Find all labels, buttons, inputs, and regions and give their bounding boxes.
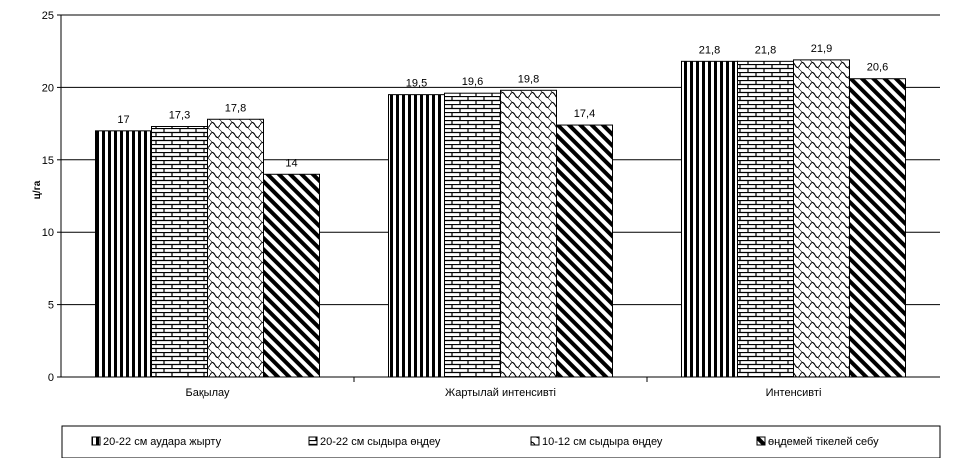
bar (151, 125, 208, 378)
data-label: 21,8 (755, 44, 776, 56)
bar (500, 89, 557, 378)
legend-entry: 20-22 см сыдыра өңдеу (320, 436, 441, 448)
data-label: 21,9 (811, 43, 832, 55)
data-label: 17 (117, 114, 129, 126)
legend-entry: өңдемей тікелей себу (768, 436, 879, 448)
data-label: 19,6 (462, 76, 483, 88)
data-label: 17,3 (169, 109, 190, 121)
bar (681, 60, 738, 378)
legend-swatch (756, 436, 766, 446)
y-tick-label: 0 (48, 372, 54, 384)
bar (388, 94, 445, 378)
y-tick-label: 5 (48, 300, 54, 312)
y-tick-label: 15 (42, 155, 54, 167)
x-tick-label: Интенсивті (766, 387, 822, 399)
data-label: 19,5 (406, 78, 427, 90)
y-tick-label: 20 (42, 82, 54, 94)
legend: 20-22 см аудара жырту 20-22 см сыдыра өңд… (61, 425, 941, 458)
legend-entry: 10-12 см сыдыра өңдеу (542, 436, 663, 448)
legend-entry: 20-22 см аудара жырту (103, 436, 222, 448)
data-labels: 17 17,3 17,8 14 19,5 19,6 19,8 17,4 21,8 21,8 21,9… (117, 43, 888, 169)
bars (95, 59, 906, 378)
legend-swatch (91, 436, 101, 446)
data-label: 17,8 (225, 102, 246, 114)
data-label: 19,8 (518, 73, 539, 85)
x-tick-label: Бақылау (186, 387, 230, 399)
bar (207, 118, 264, 378)
data-label: 14 (285, 157, 297, 169)
bar (95, 130, 152, 378)
bar (737, 60, 794, 378)
y-tick-label: 10 (42, 227, 54, 239)
data-label: 17,4 (574, 108, 595, 120)
bar (556, 124, 613, 378)
bar (263, 173, 320, 378)
legend-box (61, 425, 941, 458)
bar (444, 92, 501, 378)
bar (849, 78, 906, 378)
y-tick-label: 25 (42, 10, 54, 22)
bar (793, 59, 850, 378)
x-tick-label: Жартылай интенсивті (445, 387, 556, 399)
legend-swatch (308, 436, 318, 446)
legend-swatch (530, 436, 540, 446)
y-axis-label: ц/га (32, 180, 43, 199)
data-label: 21,8 (699, 44, 720, 56)
data-label: 20,6 (867, 62, 888, 74)
